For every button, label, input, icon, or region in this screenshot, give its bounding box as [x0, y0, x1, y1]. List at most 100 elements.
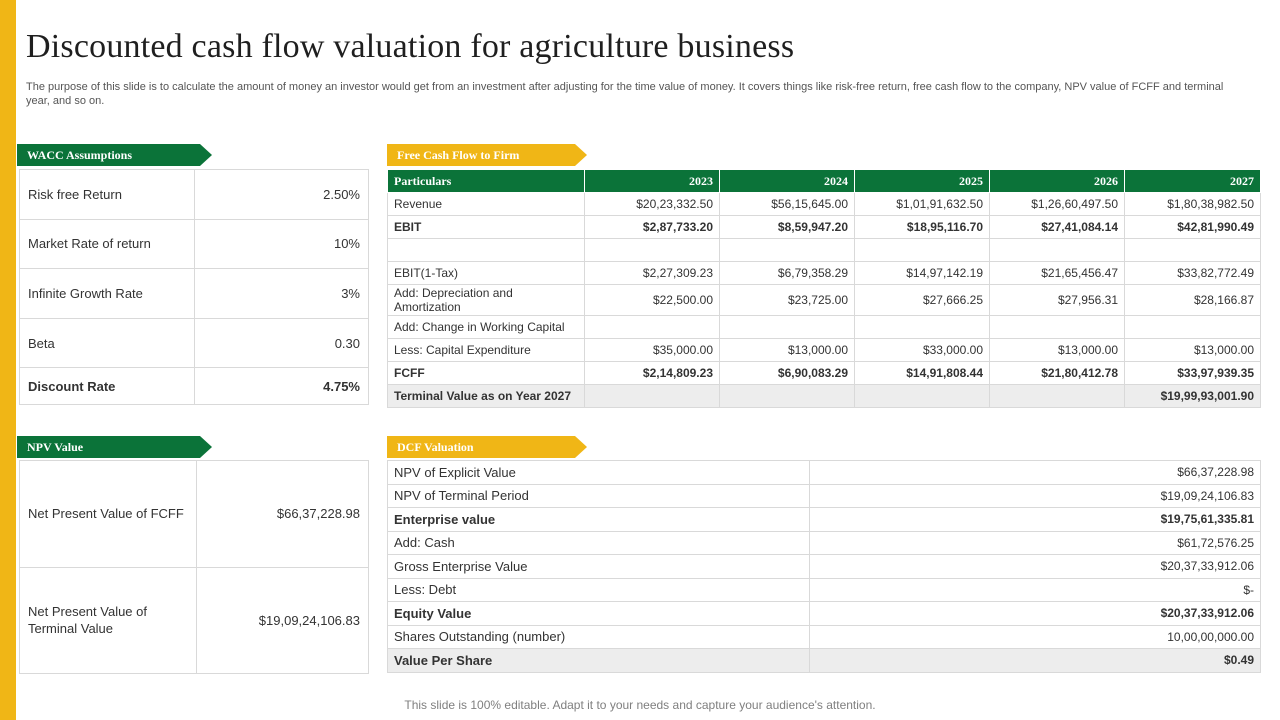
wacc-label: Infinite Growth Rate — [19, 268, 195, 319]
dcf-table: NPV of Explicit Value $66,37,228.98 NPV o… — [387, 460, 1261, 673]
table-cell: $14,91,808.44 — [854, 361, 990, 385]
row-label: Revenue — [387, 192, 585, 216]
table-cell: $2,87,733.20 — [584, 215, 720, 239]
row-label — [387, 238, 585, 262]
row-label: Add: Depreciation and Amortization — [387, 284, 585, 316]
column-header: 2027 — [1124, 169, 1261, 193]
table-cell: $27,41,084.14 — [989, 215, 1125, 239]
npv-value: $66,37,228.98 — [196, 460, 369, 568]
column-header: 2025 — [854, 169, 990, 193]
footer-note: This slide is 100% editable. Adapt it to… — [0, 698, 1280, 712]
fcf-table: Particulars 2023 2024 2025 2026 2027 Rev… — [387, 169, 1261, 408]
row-label: Terminal Value as on Year 2027 — [387, 384, 585, 408]
table-cell: $13,000.00 — [719, 338, 855, 362]
table-cell: $42,81,990.49 — [1124, 215, 1261, 239]
row-label: EBIT(1-Tax) — [387, 261, 585, 285]
fcf-heading-banner: Free Cash Flow to Firm — [387, 144, 587, 166]
npv-label: Net Present Value of Terminal Value — [19, 566, 197, 674]
table-cell: $2,27,309.23 — [584, 261, 720, 285]
npv-table: Net Present Value of FCFF $66,37,228.98 N… — [19, 460, 369, 674]
table-cell — [989, 238, 1125, 262]
dcf-label: NPV of Explicit Value — [387, 460, 810, 485]
table-row: Equity Value $20,37,33,912.06 — [387, 601, 1261, 626]
table-cell — [584, 384, 720, 408]
table-cell: $27,666.25 — [854, 284, 990, 316]
table-row: Shares Outstanding (number) 10,00,00,000.… — [387, 624, 1261, 649]
table-row: Net Present Value of FCFF $66,37,228.98 — [19, 460, 369, 568]
table-cell: $21,65,456.47 — [989, 261, 1125, 285]
wacc-table: Risk free Return 2.50% Market Rate of ret… — [19, 169, 369, 406]
table-cell — [584, 238, 720, 262]
table-row: Gross Enterprise Value $20,37,33,912.06 — [387, 554, 1261, 579]
table-cell: $56,15,645.00 — [719, 192, 855, 216]
accent-side-bar — [0, 0, 16, 720]
table-row: Net Present Value of Terminal Value $19,0… — [19, 566, 369, 674]
row-label: Add: Change in Working Capital — [387, 315, 585, 339]
page-title: Discounted cash flow valuation for agric… — [26, 28, 795, 65]
dcf-value: $20,37,33,912.06 — [809, 554, 1261, 579]
table-cell: $28,166.87 — [1124, 284, 1261, 316]
table-cell — [1124, 238, 1261, 262]
table-row: Infinite Growth Rate 3% — [19, 268, 369, 319]
table-row: Discount Rate 4.75% — [19, 367, 369, 406]
table-cell: $35,000.00 — [584, 338, 720, 362]
table-cell: $33,82,772.49 — [1124, 261, 1261, 285]
table-cell: $13,000.00 — [989, 338, 1125, 362]
table-cell: $1,01,91,632.50 — [854, 192, 990, 216]
npv-value: $19,09,24,106.83 — [196, 566, 369, 674]
column-header: Particulars — [387, 169, 585, 193]
dcf-label: Enterprise value — [387, 507, 810, 532]
dcf-heading-banner: DCF Valuation — [387, 436, 587, 458]
table-row: Revenue $20,23,332.50 $56,15,645.00 $1,0… — [387, 192, 1261, 216]
dcf-value: $19,75,61,335.81 — [809, 507, 1261, 532]
page-subtitle: The purpose of this slide is to calculat… — [26, 81, 1224, 107]
table-cell: $2,14,809.23 — [584, 361, 720, 385]
table-row: Risk free Return 2.50% — [19, 169, 369, 220]
table-cell: $20,23,332.50 — [584, 192, 720, 216]
npv-label: Net Present Value of FCFF — [19, 460, 197, 568]
table-row: EBIT $2,87,733.20 $8,59,947.20 $18,95,11… — [387, 215, 1261, 239]
table-row: Market Rate of return 10% — [19, 218, 369, 270]
table-cell — [719, 384, 855, 408]
table-cell: $18,95,116.70 — [854, 215, 990, 239]
table-row: Less: Debt $- — [387, 577, 1261, 602]
dcf-value: 10,00,00,000.00 — [809, 624, 1261, 649]
table-cell: $1,80,38,982.50 — [1124, 192, 1261, 216]
dcf-label: Equity Value — [387, 601, 810, 626]
table-row: Terminal Value as on Year 2027 $19,99,93… — [387, 384, 1261, 408]
table-cell: $6,79,358.29 — [719, 261, 855, 285]
wacc-value: 2.50% — [194, 169, 369, 220]
table-row: Add: Cash $61,72,576.25 — [387, 530, 1261, 555]
table-row: NPV of Explicit Value $66,37,228.98 — [387, 460, 1261, 485]
wacc-value: 0.30 — [194, 317, 369, 369]
table-cell — [584, 315, 720, 339]
table-row: Beta 0.30 — [19, 317, 369, 369]
row-label: Less: Capital Expenditure — [387, 338, 585, 362]
table-cell — [854, 315, 990, 339]
wacc-value: 3% — [194, 268, 369, 319]
row-label: EBIT — [387, 215, 585, 239]
table-row: FCFF $2,14,809.23 $6,90,083.29 $14,91,80… — [387, 361, 1261, 385]
dcf-label: Value Per Share — [387, 648, 810, 673]
table-cell — [719, 315, 855, 339]
table-cell: $19,99,93,001.90 — [1124, 384, 1261, 408]
wacc-label: Risk free Return — [19, 169, 195, 220]
column-header: 2024 — [719, 169, 855, 193]
dcf-value: $19,09,24,106.83 — [809, 483, 1261, 508]
dcf-label: Add: Cash — [387, 530, 810, 555]
table-row: Enterprise value $19,75,61,335.81 — [387, 507, 1261, 532]
table-row — [387, 238, 1261, 262]
table-cell — [719, 238, 855, 262]
wacc-heading-banner: WACC Assumptions — [17, 144, 212, 166]
wacc-label: Market Rate of return — [19, 218, 195, 270]
table-row: EBIT(1-Tax) $2,27,309.23 $6,79,358.29 $1… — [387, 261, 1261, 285]
npv-heading-banner: NPV Value — [17, 436, 212, 458]
table-cell: $33,000.00 — [854, 338, 990, 362]
table-header-row: Particulars 2023 2024 2025 2026 2027 — [387, 169, 1261, 193]
row-label: FCFF — [387, 361, 585, 385]
dcf-value: $66,37,228.98 — [809, 460, 1261, 485]
table-cell: $22,500.00 — [584, 284, 720, 316]
dcf-label: Gross Enterprise Value — [387, 554, 810, 579]
column-header: 2023 — [584, 169, 720, 193]
dcf-label: NPV of Terminal Period — [387, 483, 810, 508]
